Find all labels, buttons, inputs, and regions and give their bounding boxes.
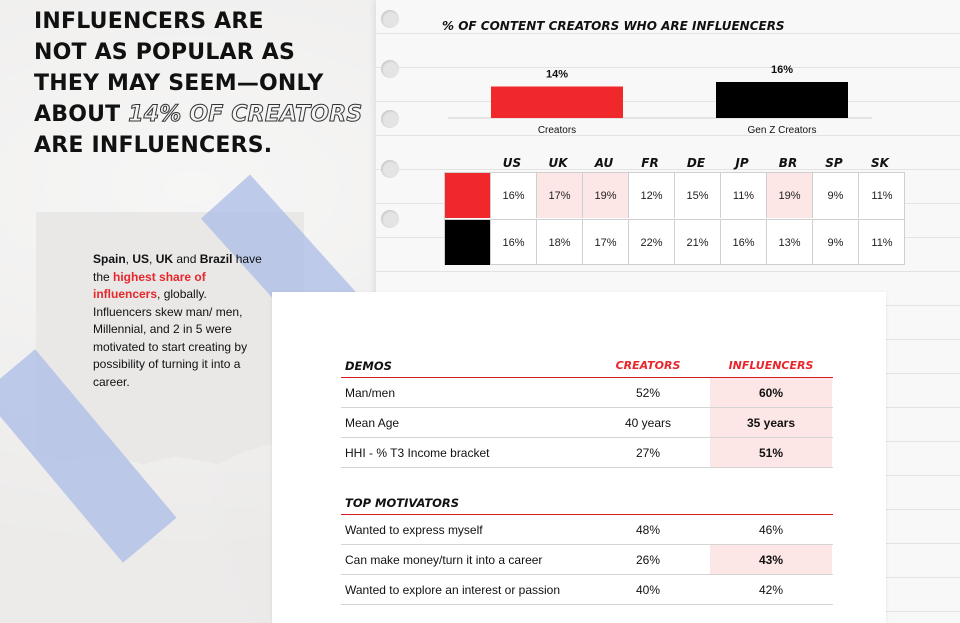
note-sep: , xyxy=(125,252,133,266)
note-bold: UK xyxy=(155,252,174,266)
motivators-title: TOP MOTIVATORS xyxy=(345,496,460,510)
note-sep: and xyxy=(173,252,200,266)
punch-hole xyxy=(381,210,399,228)
demos-header: DEMOS CREATORS INFLUENCERS xyxy=(341,356,833,378)
country-cell: 17% xyxy=(537,173,583,218)
headline-prefix: ABOUT xyxy=(34,102,129,127)
bar-creators xyxy=(491,86,623,118)
country-row-gen-z-creators: 16% 18% 17% 22% 21% 16% 13% 9% 11% xyxy=(445,219,905,265)
note-sep: , xyxy=(149,252,156,266)
creators-value: 26% xyxy=(635,553,661,567)
influencers-value: 46% xyxy=(758,522,784,537)
series-swatch xyxy=(445,173,491,218)
country-header-de: DE xyxy=(686,156,706,170)
country-cell: 13% xyxy=(767,220,813,265)
demo-row: Mean Age 40 years 35 years xyxy=(341,408,833,438)
bar-category-label: Creators xyxy=(538,125,576,136)
demo-row: HHI - % T3 Income bracket 27% 51% xyxy=(341,438,833,468)
bar-category-label: Gen Z Creators xyxy=(748,125,817,136)
creators-column-header: CREATORS xyxy=(615,359,681,372)
headline-line: ARE INFLUENCERS. xyxy=(34,133,273,158)
motivator-row: Wanted to explore an interest or passion… xyxy=(341,575,833,605)
country-cell: 9% xyxy=(813,220,859,265)
country-cell: 19% xyxy=(583,173,629,218)
headline-line: THEY MAY SEEM—ONLY xyxy=(34,71,324,96)
bar-gen-z-creators xyxy=(716,82,848,118)
country-cell: 9% xyxy=(813,173,859,218)
punch-hole xyxy=(381,60,399,78)
country-grid: 16% 17% 19% 12% 15% 11% 19% 9% 11% 16% 18% 17% 22% 21… xyxy=(444,172,905,265)
creators-value: 48% xyxy=(635,523,661,537)
country-cell: 21% xyxy=(675,220,721,265)
country-header-uk: UK xyxy=(548,156,568,170)
note-bold: Spain xyxy=(93,252,126,266)
country-cell: 11% xyxy=(871,236,893,249)
country-cell: 18% xyxy=(537,220,583,265)
punch-hole xyxy=(381,110,399,128)
influencers-value: 43% xyxy=(710,545,832,574)
country-cell: 16% xyxy=(491,220,537,265)
note-bold: Brazil xyxy=(199,252,233,266)
bar-value-label: 14% xyxy=(546,69,568,81)
notebook-holes xyxy=(381,0,401,623)
country-cell: 16% xyxy=(491,173,537,218)
note-highlight: highest share of influencers xyxy=(93,269,206,302)
country-header-br: BR xyxy=(778,156,798,170)
demo-row: Man/men 52% 60% xyxy=(341,378,833,408)
motivator-row: Wanted to express myself 48% 46% xyxy=(341,515,833,545)
influencers-value: 42% xyxy=(758,582,784,597)
country-row-creators: 16% 17% 19% 12% 15% 11% 19% 9% 11% xyxy=(445,173,905,218)
country-header-fr: FR xyxy=(641,156,659,170)
country-cell: 17% xyxy=(583,220,629,265)
influencers-column-header: INFLUENCERS xyxy=(728,359,814,372)
creators-value: 52% xyxy=(635,386,661,400)
country-header-sp: SP xyxy=(825,156,843,170)
creators-value: 27% xyxy=(635,446,661,460)
demo-label: Mean Age xyxy=(345,416,400,430)
country-header-jp: JP xyxy=(735,156,749,170)
country-cell: 11% xyxy=(871,189,893,202)
demo-label: Man/men xyxy=(345,386,396,400)
country-cell: 11% xyxy=(721,173,767,218)
headline-line: NOT AS POPULAR AS xyxy=(34,40,296,65)
motivator-label: Wanted to express myself xyxy=(345,523,483,537)
punch-hole xyxy=(381,10,399,28)
influencers-value: 35 years xyxy=(710,408,832,437)
bar-chart: 14% Creators 16% Gen Z Creators xyxy=(448,64,872,136)
demo-label: HHI - % T3 Income bracket xyxy=(345,446,490,460)
punch-hole xyxy=(381,160,399,178)
chart-title: % OF CONTENT CREATORS WHO ARE INFLUENCER… xyxy=(442,19,785,33)
motivator-row: Can make money/turn it into a career 26% 4… xyxy=(341,545,833,575)
country-cell: 16% xyxy=(721,220,767,265)
motivator-label: Wanted to explore an interest or passion xyxy=(345,583,561,597)
headline-line: ABOUT 14% OF CREATORS xyxy=(34,99,374,130)
country-cell: 12% xyxy=(629,173,675,218)
note-text-part: have the xyxy=(93,252,262,284)
country-cell: 22% xyxy=(629,220,675,265)
note-text-part: , globally. Influencers skew man/ men, M… xyxy=(93,287,248,389)
headline: INFLUENCERS ARE NOT AS POPULAR AS THEY M… xyxy=(34,6,374,161)
note-bold: US xyxy=(132,252,150,266)
demographics-table: DEMOS CREATORS INFLUENCERS Man/men 52% 60%… xyxy=(341,356,833,605)
country-cell: 15% xyxy=(675,173,721,218)
influencers-value: 51% xyxy=(710,438,832,467)
motivator-label: Can make money/turn it into a career xyxy=(345,553,543,567)
headline-highlight: 14% OF CREATORS xyxy=(128,102,363,128)
demos-title: DEMOS xyxy=(345,359,392,373)
creators-value: 40 years xyxy=(624,416,672,430)
influencers-value: 60% xyxy=(710,378,832,407)
series-swatch xyxy=(445,220,491,265)
country-header-au: AU xyxy=(594,156,614,170)
country-header-us: US xyxy=(502,156,522,170)
note-text: Spain, US, UK and Brazil have the highes… xyxy=(93,251,263,391)
country-header-sk: SK xyxy=(871,156,889,170)
motivators-header: TOP MOTIVATORS xyxy=(341,493,833,515)
country-cell: 19% xyxy=(767,173,813,218)
creators-value: 40% xyxy=(635,583,661,597)
bar-value-label: 16% xyxy=(771,64,793,76)
headline-line: INFLUENCERS ARE xyxy=(34,9,264,34)
